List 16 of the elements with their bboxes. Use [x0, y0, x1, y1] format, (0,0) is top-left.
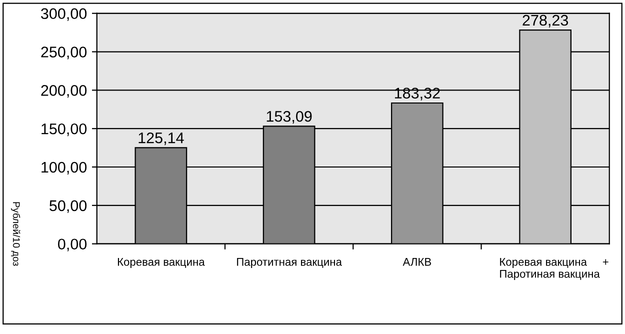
- x-tick-label: Паротитная вакцина: [237, 258, 342, 268]
- data-label: 278,23: [522, 14, 568, 28]
- data-label: 153,09: [266, 110, 312, 124]
- y-tick-label: 0,00: [58, 238, 87, 252]
- y-tick-label: 100,00: [42, 162, 87, 174]
- y-tick-label: 300,00: [41, 8, 87, 21]
- y-tick-label: 250,00: [41, 46, 87, 60]
- data-label: 125,14: [138, 132, 184, 146]
- data-label: 183,32: [394, 88, 440, 100]
- y-tick-label: 200,00: [41, 85, 87, 98]
- x-tick-label: Коревая вакцина + Паротиная вакцина: [500, 258, 608, 280]
- y-tick-label: 50,00: [50, 200, 87, 213]
- x-tick-label: Коревая вакцина: [118, 258, 205, 268]
- y-tick-label: 150,00: [42, 123, 87, 136]
- y-axis-title: Рублей/10 доз: [11, 202, 20, 266]
- x-tick-label: АЛКВ: [402, 258, 432, 266]
